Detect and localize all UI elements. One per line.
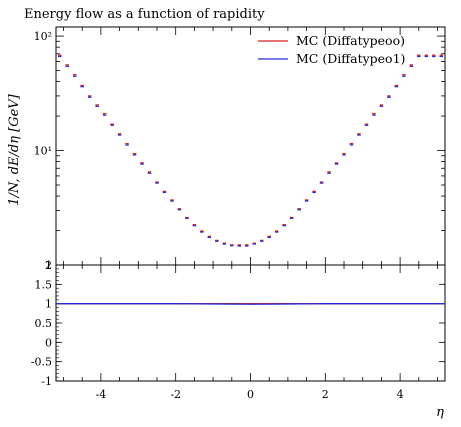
ratio-tick-label: 1 xyxy=(45,298,52,311)
x-tick-label: -2 xyxy=(170,388,181,401)
ratio-tick-label: 0.5 xyxy=(35,317,53,330)
legend-label-diffatypeoo: MC (Diffatypeoo) xyxy=(296,33,405,48)
legend-label-diffatypeo1: MC (Diffatypeo1) xyxy=(296,51,405,66)
ratio-tick-label: 0 xyxy=(45,336,52,349)
y-axis-label: 1/N, dE/dη [GeV] xyxy=(7,93,22,205)
ratio-plot-frame xyxy=(55,264,446,382)
y-tick-label: 10¹ xyxy=(34,145,52,158)
x-tick-label: 0 xyxy=(247,388,254,401)
ratio-tick-label: -1 xyxy=(41,375,52,388)
series-mc-diffatypeo1- xyxy=(58,55,443,247)
ratio-tick-label: 2 xyxy=(45,259,52,272)
y-tick-label: 1 xyxy=(45,259,52,272)
ratio-tick-label: 1.5 xyxy=(35,278,53,291)
y-tick-label: 10² xyxy=(34,30,52,43)
x-axis-label: η xyxy=(436,405,444,420)
ratio-tick-label: -0.5 xyxy=(31,356,52,369)
x-tick-label: 2 xyxy=(322,388,329,401)
series-mc-diffatypeoo- xyxy=(58,54,443,246)
legend: MC (Diffatypeoo) MC (Diffatypeo1) xyxy=(258,33,405,66)
chart-title: Energy flow as a function of rapidity xyxy=(24,7,265,22)
x-tick-label: 4 xyxy=(397,388,404,401)
x-tick-label: -4 xyxy=(96,388,107,401)
ratio-line-mc-diffatypeo1- xyxy=(56,303,445,305)
